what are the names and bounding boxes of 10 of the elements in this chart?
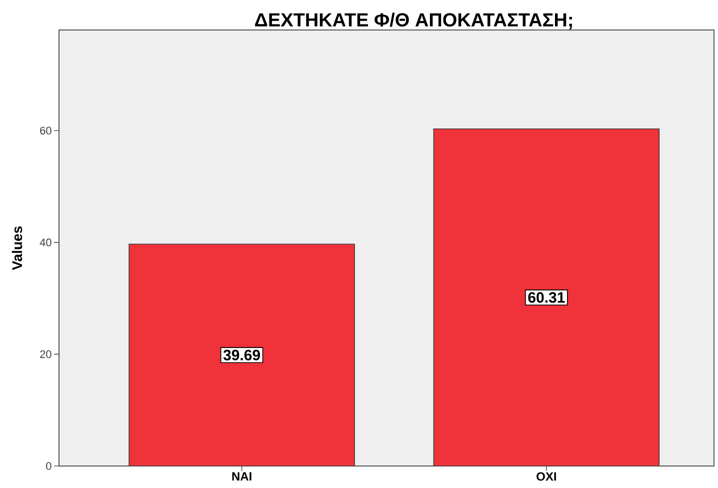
data-label: 60.31: [528, 292, 565, 303]
y-tick-label: 60: [40, 126, 52, 135]
y-tick-label: 0: [46, 462, 52, 470]
data-label: 39.69: [223, 350, 260, 360]
y-tick-label: 20: [40, 350, 52, 358]
x-tick-label: ΟΧΙ: [536, 472, 556, 481]
y-axis-title: Values: [12, 226, 22, 270]
x-tick-label: ΝΑΙ: [232, 472, 252, 480]
y-tick-label: 40: [40, 238, 52, 246]
chart-title: ΔΕΧΤΗΚΑΤΕ Φ/Θ ΑΠΟΚΑΤΑΣΤΑΣΗ;: [255, 12, 572, 30]
